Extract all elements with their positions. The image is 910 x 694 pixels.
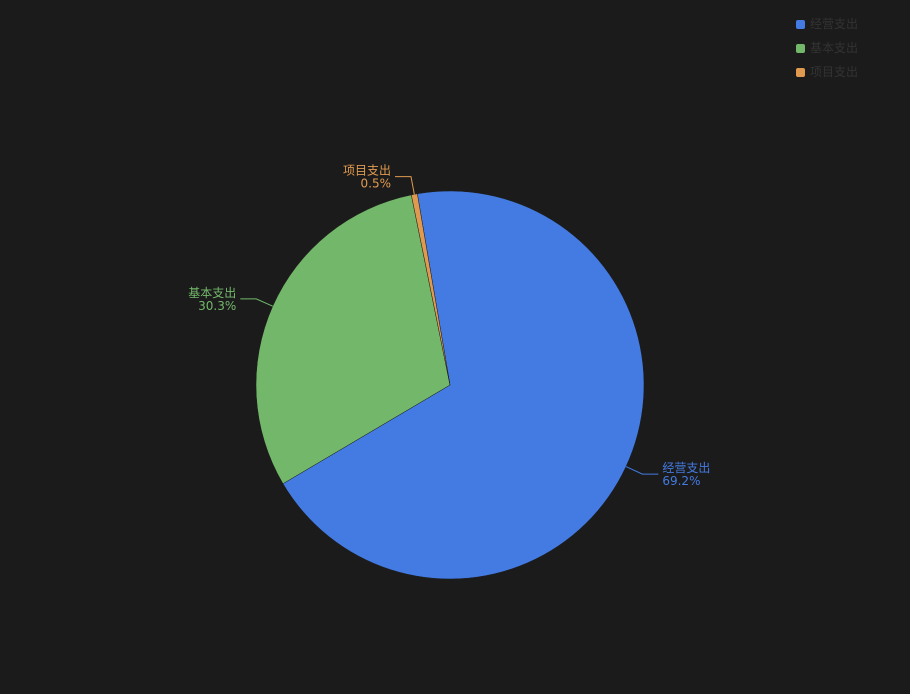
pie-slice — [282, 190, 645, 580]
slice-label: 经营支出 — [662, 461, 710, 475]
label-line — [395, 176, 415, 195]
label-line — [625, 466, 659, 475]
value-label: 30.3% — [198, 299, 236, 313]
legend-marker — [796, 20, 805, 29]
legend-label[interactable]: 基本支出 — [810, 41, 858, 55]
label-line — [240, 298, 273, 307]
value-label: 69.2% — [662, 474, 700, 488]
slice-label: 项目支出 — [343, 164, 391, 178]
legend-marker — [796, 68, 805, 77]
pie-slice — [411, 193, 451, 386]
legend-marker — [796, 44, 805, 53]
slice-label: 基本支出 — [188, 286, 236, 300]
legend-label[interactable]: 经营支出 — [810, 17, 858, 31]
pie-slice — [255, 194, 451, 485]
legend-label[interactable]: 项目支出 — [810, 65, 858, 79]
value-label: 0.5% — [361, 177, 392, 191]
